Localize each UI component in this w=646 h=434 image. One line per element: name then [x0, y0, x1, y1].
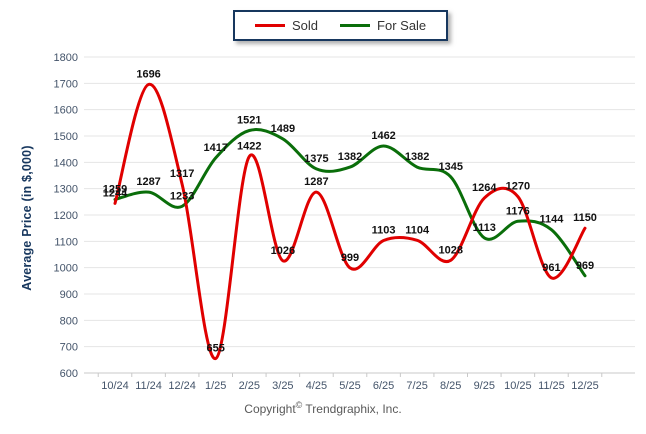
x-tick-label: 8/25 [440, 380, 461, 392]
for-sale-line-swatch [340, 24, 371, 27]
y-tick-label: 700 [60, 342, 78, 354]
for-sale-data-label: 969 [576, 260, 594, 272]
y-tick-label: 1400 [54, 157, 78, 169]
sold-data-label: 1287 [304, 176, 328, 188]
for-sale-data-label: 1259 [103, 183, 127, 195]
sold-data-label: 1270 [506, 181, 530, 193]
y-tick-label: 1700 [54, 78, 78, 90]
sold-data-label: 1026 [271, 245, 295, 257]
copyright-suffix: Trendgraphix, Inc. [305, 402, 402, 416]
y-tick-label: 1300 [54, 184, 78, 196]
sold-data-label: 1696 [136, 68, 160, 80]
for-sale-data-label: 1489 [271, 123, 295, 135]
sold-data-label: 655 [207, 343, 225, 355]
for-sale-data-label: 1375 [304, 153, 328, 165]
legend-label-sold: Sold [292, 18, 319, 33]
legend-item-sold: Sold [255, 19, 318, 32]
legend: Sold For Sale [233, 10, 449, 41]
x-tick-label: 10/24 [101, 380, 129, 392]
sold-data-label: 1103 [372, 225, 396, 237]
sold-data-label: 1244 [103, 187, 128, 199]
for-sale-data-label: 1521 [237, 114, 261, 126]
for-sale-data-label: 1417 [203, 142, 227, 154]
y-tick-label: 1600 [54, 105, 78, 117]
sold-data-label: 1104 [405, 224, 430, 236]
sold-line-swatch [255, 24, 285, 27]
y-tick-label: 1000 [54, 263, 78, 275]
copyright-prefix: Copyright [244, 402, 296, 416]
x-tick-label: 6/25 [373, 380, 394, 392]
y-tick-label: 1500 [54, 131, 78, 143]
sold-data-label: 961 [542, 262, 560, 274]
sold-data-label: 1150 [573, 212, 597, 224]
y-tick-label: 1100 [54, 236, 78, 248]
for-sale-data-label: 1345 [438, 161, 462, 173]
copyright-symbol: © [295, 400, 303, 410]
for-sale-data-label: 1287 [136, 176, 160, 188]
sold-data-label: 999 [341, 252, 359, 264]
x-tick-label: 11/24 [135, 380, 162, 392]
legend-item-for-sale: For Sale [340, 19, 426, 32]
sold-data-label: 1264 [472, 182, 497, 194]
x-tick-label: 1/25 [205, 380, 226, 392]
x-tick-label: 12/24 [168, 380, 196, 392]
x-tick-label: 12/25 [571, 380, 599, 392]
for-sale-data-label: 1113 [473, 222, 496, 234]
for-sale-data-label: 1176 [506, 205, 530, 217]
sold-data-label: 1422 [237, 141, 261, 153]
x-tick-label: 10/25 [504, 380, 532, 392]
for-sale-data-label: 1382 [338, 151, 362, 163]
sold-series-line [113, 82, 587, 361]
x-tick-label: 2/25 [239, 380, 260, 392]
y-tick-label: 600 [60, 368, 78, 380]
x-tick-label: 5/25 [339, 380, 360, 392]
x-tick-label: 9/25 [474, 380, 495, 392]
sold-data-label: 1317 [170, 168, 194, 180]
for-sale-data-label: 1144 [539, 214, 564, 226]
for-sale-data-label: 1382 [405, 151, 429, 163]
x-tick-label: 11/25 [538, 380, 565, 392]
for-sale-data-label: 1462 [371, 130, 395, 142]
for-sale-data-label: 1233 [170, 190, 194, 202]
legend-label-for-sale: For Sale [377, 18, 427, 33]
y-tick-label: 1800 [54, 52, 78, 64]
copyright-text: Copyright© Trendgraphix, Inc. [0, 400, 646, 416]
y-tick-label: 800 [60, 315, 78, 327]
y-tick-label: 1200 [54, 210, 78, 222]
x-tick-label: 4/25 [306, 380, 327, 392]
x-tick-label: 7/25 [406, 380, 427, 392]
y-tick-label: 900 [60, 289, 78, 301]
x-tick-label: 3/25 [272, 380, 293, 392]
for-sale-series-line [113, 128, 587, 278]
sold-data-label: 1028 [438, 244, 462, 256]
